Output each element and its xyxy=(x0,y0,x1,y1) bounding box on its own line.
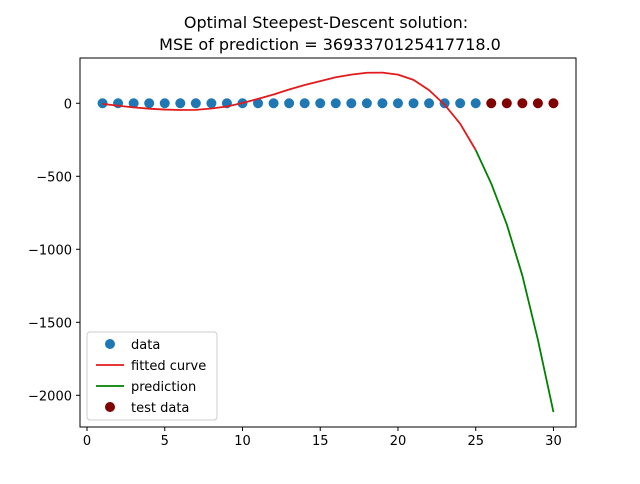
y-tick-label: −2000 xyxy=(28,389,72,404)
data-point xyxy=(346,98,357,109)
legend-data-swatch xyxy=(105,339,115,349)
data-point xyxy=(408,98,419,109)
data-point xyxy=(253,98,264,109)
x-tick-label: 25 xyxy=(467,434,484,449)
x-tick-label: 15 xyxy=(312,434,329,449)
y-tick-label: −500 xyxy=(36,170,72,185)
test-data-point xyxy=(548,98,559,109)
data-point xyxy=(470,98,481,109)
data-point xyxy=(424,98,435,109)
data-point xyxy=(128,98,139,109)
data-point xyxy=(377,98,388,109)
data-point xyxy=(330,98,341,109)
data-point xyxy=(284,98,295,109)
y-tick-label: −1500 xyxy=(28,316,72,331)
x-tick-label: 10 xyxy=(234,434,251,449)
data-point xyxy=(175,98,186,109)
x-tick-label: 0 xyxy=(83,434,91,449)
data-point xyxy=(268,98,279,109)
test-data-point xyxy=(532,98,543,109)
data-point xyxy=(315,98,326,109)
chart-title-line-2: MSE of prediction = 3693370125417718.0 xyxy=(159,35,501,54)
data-point xyxy=(299,98,310,109)
data-point xyxy=(144,98,155,109)
data-point xyxy=(392,98,403,109)
chart-title-line-1: Optimal Steepest-Descent solution: xyxy=(184,13,468,32)
prediction-line xyxy=(474,149,555,413)
y-tick-label: −1000 xyxy=(28,243,72,258)
data-point xyxy=(206,98,217,109)
test-data-point xyxy=(486,98,497,109)
data-point xyxy=(439,98,450,109)
x-tick-label: 20 xyxy=(390,434,407,449)
y-tick-label: 0 xyxy=(64,97,72,112)
legend-box xyxy=(86,331,218,421)
data-point xyxy=(97,98,108,109)
test-data-point xyxy=(517,98,528,109)
legend: data fitted curve prediction test data xyxy=(86,331,218,421)
data-point xyxy=(159,98,170,109)
x-tick-label: 30 xyxy=(545,434,562,449)
data-point xyxy=(455,98,466,109)
fitted-curve-line xyxy=(102,71,477,151)
test-data-point xyxy=(501,98,512,109)
x-tick-label: 5 xyxy=(161,434,169,449)
axes-layer: 0 5 10 15 20 25 30 0 −500 −1000 −1500 −2000 xyxy=(28,57,577,449)
data-point xyxy=(190,98,201,109)
legend-fitted-curve-label: fitted curve xyxy=(131,359,206,374)
legend-data-label: data xyxy=(131,338,160,353)
legend-test-data-label: test data xyxy=(131,401,189,416)
legend-prediction-label: prediction xyxy=(131,380,196,395)
data-layer xyxy=(97,71,559,413)
axes-frame xyxy=(79,57,577,428)
legend-test-data-swatch xyxy=(105,402,115,412)
data-point xyxy=(361,98,372,109)
